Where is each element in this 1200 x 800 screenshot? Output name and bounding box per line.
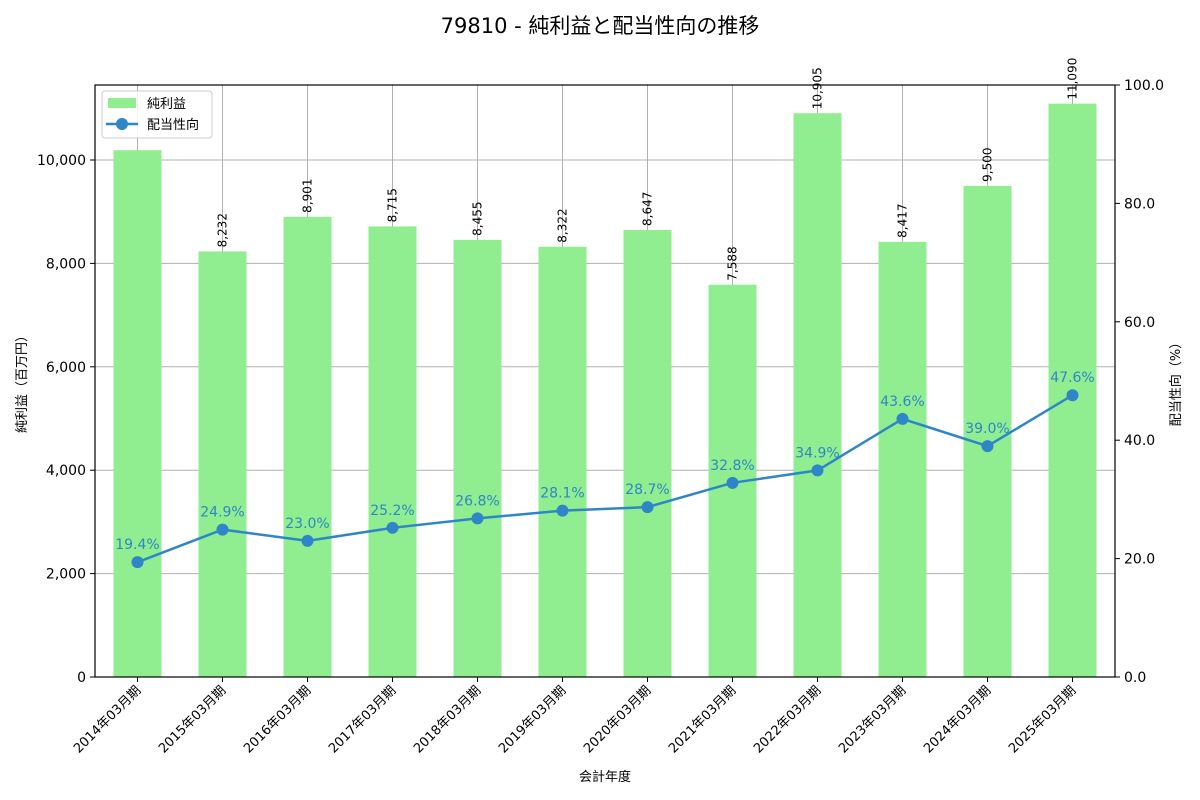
bar-value-label: 10,905: [811, 67, 825, 109]
y-tick-label: 10,000: [37, 153, 86, 169]
bar-value-label: 11,090: [1066, 58, 1080, 100]
chart-title: 79810 - 純利益と配当性向の推移: [440, 14, 760, 38]
line-marker: [301, 534, 314, 547]
bar: [878, 241, 927, 677]
x-tick-label: 2023年03月期: [836, 683, 909, 756]
y-axis-label: 純利益（百万円）: [15, 329, 30, 433]
line-value-label: 34.9%: [795, 445, 839, 461]
y2-tick-label: 0.0: [1124, 670, 1146, 686]
y-axis-right: 0.0 20.0 40.0 60.0 80.0 100.0 配当性向（%）: [1115, 78, 1184, 686]
y2-tick-label: 20.0: [1124, 552, 1155, 568]
bar-value-label: 8,715: [386, 188, 400, 222]
legend-line-marker: [116, 118, 128, 130]
y-tick-label: 6,000: [46, 360, 86, 376]
bar-value-label: 8,322: [556, 208, 570, 242]
bar: [198, 251, 247, 678]
plot-frame: [94, 84, 1116, 678]
y-tick-label: 8,000: [46, 256, 86, 272]
line-marker: [896, 412, 909, 425]
x-tick-label: 2025年03月期: [1006, 683, 1079, 756]
y-tick-label: 0: [77, 670, 86, 686]
x-tick-label: 2015年03月期: [156, 683, 229, 756]
legend-bar-label: 純利益: [147, 97, 186, 112]
x-tick-label: 2020年03月期: [581, 683, 654, 756]
line-marker: [216, 523, 229, 536]
x-axis-label: 会計年度: [579, 769, 631, 785]
x-tick-label: 2014年03月期: [71, 683, 144, 756]
y-tick-label: 4,000: [46, 463, 86, 479]
y-tick-label: 2,000: [46, 567, 86, 583]
line-marker: [471, 512, 484, 525]
x-tick-label: 2016年03月期: [241, 683, 314, 756]
bar-value-label: 8,901: [301, 178, 315, 212]
line-value-label: 28.7%: [625, 482, 669, 498]
x-axis: 2014年03月期 2015年03月期 2016年03月期 2017年03月期 2018…: [71, 677, 1079, 785]
line-marker: [726, 476, 739, 489]
line-marker: [386, 521, 399, 534]
y-axis-left: 0 2,000 4,000 6,000 8,000 10,000 純利益（百万円）: [15, 153, 95, 686]
line-marker: [1066, 389, 1079, 402]
line-value-label: 39.0%: [965, 421, 1009, 437]
line-marker: [981, 440, 994, 453]
legend-line-label: 配当性向: [147, 117, 199, 133]
bar-value-label: 8,417: [896, 203, 910, 237]
x-tick-label: 2021年03月期: [666, 683, 739, 756]
line-value-label: 47.6%: [1050, 370, 1094, 386]
bar-value-label: 8,455: [471, 202, 485, 236]
bar: [538, 246, 587, 677]
line-value-label: 32.8%: [710, 458, 754, 474]
y2-tick-label: 80.0: [1124, 196, 1155, 212]
x-tick-label: 2018年03月期: [411, 683, 484, 756]
bar: [368, 226, 417, 677]
bar-value-label: 7,588: [726, 246, 740, 280]
line-value-label: 23.0%: [285, 516, 329, 532]
bar-series: 8,232 8,901 8,715 8,455 8,322 8,647 7,588 10,90…: [113, 58, 1097, 678]
line-marker: [641, 501, 654, 514]
line-value-label: 43.6%: [880, 394, 924, 410]
x-tick-label: 2024年03月期: [921, 683, 994, 756]
y2-tick-label: 40.0: [1124, 433, 1155, 449]
line-marker: [811, 464, 824, 477]
line-value-label: 25.2%: [370, 503, 414, 519]
legend-bar-swatch: [108, 98, 136, 108]
y2-tick-label: 60.0: [1124, 315, 1155, 331]
line-value-label: 26.8%: [455, 493, 499, 509]
x-tick-label: 2019年03月期: [496, 683, 569, 756]
bar: [963, 185, 1012, 677]
bar-value-label: 8,647: [641, 192, 655, 226]
line-value-label: 28.1%: [540, 486, 584, 502]
bar-value-label: 9,500: [981, 147, 995, 181]
bar: [453, 239, 502, 677]
y2-tick-label: 100.0: [1124, 78, 1164, 94]
y2-axis-label: 配当性向（%）: [1168, 336, 1184, 426]
line-marker: [556, 504, 569, 517]
line-value-label: 24.9%: [200, 505, 244, 521]
bar: [623, 229, 672, 677]
bar: [283, 216, 332, 677]
line-marker: [131, 556, 144, 569]
bar: [113, 150, 162, 677]
x-tick-label: 2022年03月期: [751, 683, 824, 756]
grid: [95, 85, 1115, 678]
bar: [793, 113, 842, 678]
bar-value-label: 8,232: [216, 213, 230, 247]
x-tick-label: 2017年03月期: [326, 683, 399, 756]
line-value-label: 19.4%: [115, 537, 159, 553]
line-series: 19.4% 24.9% 23.0% 25.2% 26.8% 28.1% 28.7% 32.8%…: [115, 370, 1095, 569]
